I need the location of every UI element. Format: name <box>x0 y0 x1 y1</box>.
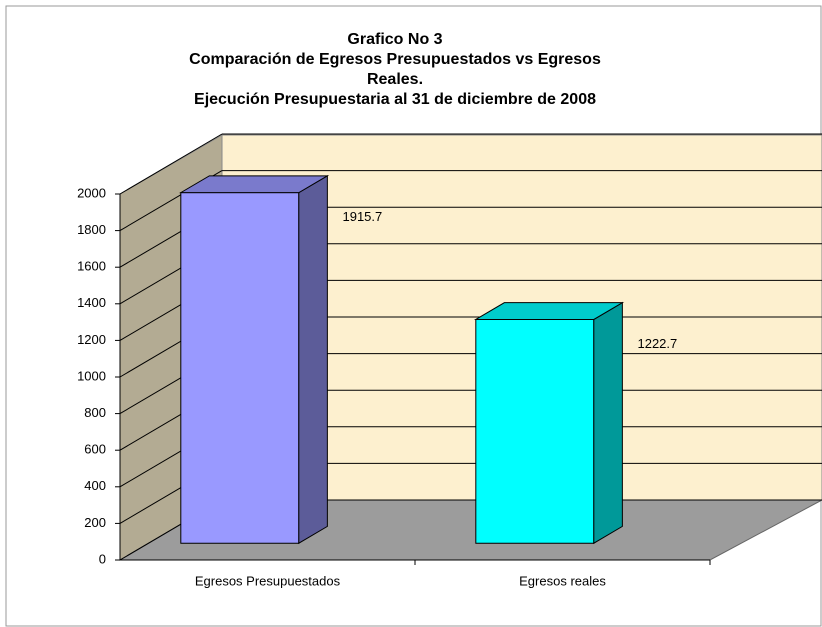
bar-top <box>178 175 330 194</box>
chart-title: Ejecución Presupuestaria al 31 de diciem… <box>194 91 596 108</box>
bar-top <box>473 302 625 320</box>
y-tick-label: 0 <box>99 551 106 566</box>
chart-title: Comparación de Egresos Presupuestados vs… <box>189 51 601 68</box>
y-tick-label: 1600 <box>77 259 106 274</box>
x-tick-label: Egresos reales <box>519 573 606 588</box>
bar <box>473 301 625 545</box>
y-tick-label: 400 <box>84 478 106 493</box>
x-tick-label: Egresos Presupuestados <box>195 573 341 588</box>
y-tick-label: 600 <box>84 442 106 457</box>
chart-title: Grafico No 3 <box>347 31 442 48</box>
bar-side <box>298 174 328 545</box>
bar <box>178 174 330 545</box>
y-tick-label: 800 <box>84 405 106 420</box>
bar-side <box>593 301 623 545</box>
bar-front <box>475 318 595 544</box>
y-tick-label: 1400 <box>77 295 106 310</box>
y-tick-label: 2000 <box>77 185 106 200</box>
bar-front <box>180 192 300 544</box>
y-tick-label: 1000 <box>77 368 106 383</box>
grid-line <box>119 133 223 195</box>
chart-title: Reales. <box>367 71 423 88</box>
y-tick-label: 1800 <box>77 222 106 237</box>
y-tick-label: 1200 <box>77 332 106 347</box>
data-label: 1222.7 <box>637 336 677 351</box>
y-tick-label: 200 <box>84 515 106 530</box>
data-label: 1915.7 <box>342 209 382 224</box>
